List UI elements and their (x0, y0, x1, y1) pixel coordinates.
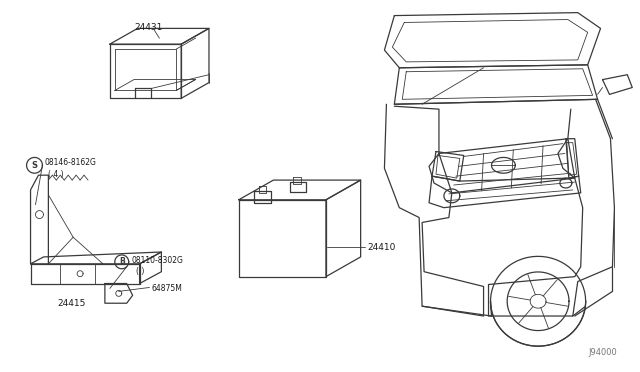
Text: 64875M: 64875M (152, 284, 182, 293)
Text: ( 4 ): ( 4 ) (49, 170, 64, 179)
Text: 24410: 24410 (367, 243, 396, 251)
Text: S: S (31, 161, 38, 170)
Text: B: B (119, 257, 125, 266)
Text: J94000: J94000 (589, 349, 618, 357)
Text: 24431: 24431 (134, 23, 163, 32)
Text: 24415: 24415 (58, 299, 86, 308)
Text: 08110-8302G: 08110-8302G (132, 256, 184, 265)
Text: 08146-8162G: 08146-8162G (44, 158, 96, 167)
Text: ( ): ( ) (136, 267, 144, 276)
